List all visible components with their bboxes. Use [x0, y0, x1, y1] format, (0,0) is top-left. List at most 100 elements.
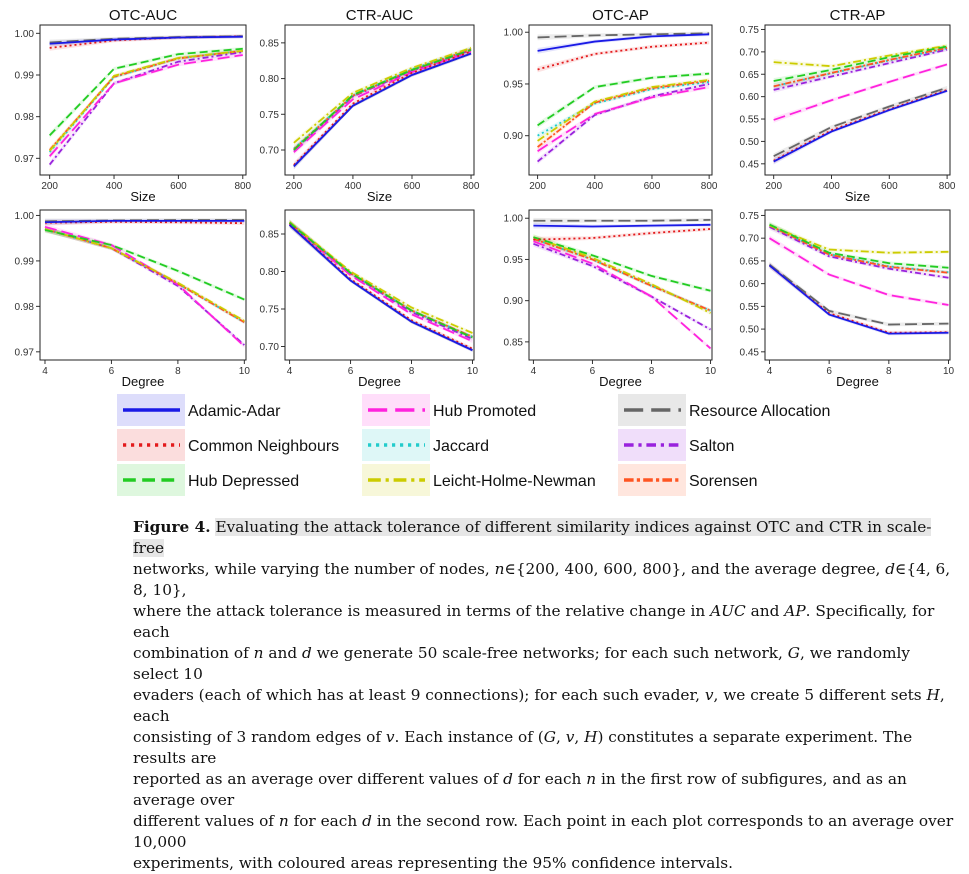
y-tick-label: 0.85	[504, 337, 524, 348]
series-line	[49, 35, 243, 45]
plot-frame	[528, 24, 713, 176]
series-line	[288, 222, 473, 343]
x-tick-label: 4	[767, 366, 773, 377]
caption-italic: H	[584, 728, 598, 746]
chart-panel: 0.45 0.50 0.55 0.60 0.65 0.70 0.75 4 6 8 10 Degree	[740, 209, 955, 389]
series-line	[44, 228, 245, 346]
x-tick-label: 8	[886, 366, 892, 377]
series-line	[769, 224, 949, 274]
series-line	[44, 228, 245, 324]
y-tick-label: 1.00	[15, 211, 35, 222]
x-tick-label: 200	[41, 181, 58, 192]
series-line	[49, 47, 243, 137]
x-tick-label: 800	[939, 181, 956, 192]
x-tick-label: 8	[649, 366, 655, 377]
caption-text: evaders (each of which has at least 9 co…	[133, 686, 705, 704]
caption-italic: d	[885, 560, 896, 578]
confidence-band	[44, 226, 245, 323]
chart-panel: OTC-AP 0.90 0.95 1.00 200 400 600 800	[504, 7, 718, 192]
caption-text: , we randomly select 10	[133, 644, 911, 683]
y-tick-label: 0.70	[260, 342, 280, 353]
y-tick-label: 0.45	[740, 159, 760, 170]
series-line	[48, 51, 243, 166]
y-tick-label: 0.99	[15, 256, 35, 267]
series-line	[773, 63, 948, 121]
series-line	[769, 223, 949, 269]
caption-italic: AUC	[710, 602, 746, 620]
series-line	[533, 237, 711, 312]
legend-label: Hub Promoted	[433, 403, 536, 420]
x-tick-label: 800	[234, 181, 251, 192]
caption-text: ∈{200, 400, 600, 800}, and the average d…	[504, 560, 886, 578]
y-tick-label: 0.80	[260, 74, 280, 85]
confidence-band	[769, 221, 949, 270]
caption-text: . Each instance of (	[394, 728, 544, 746]
y-tick-label: 0.75	[740, 211, 760, 222]
y-tick-label: 0.70	[740, 47, 760, 58]
series-line	[773, 89, 948, 162]
x-tick-label: 400	[823, 181, 840, 192]
x-tick-label: 6	[348, 366, 354, 377]
chart-panel: CTR-AUC 0.70 0.75 0.80 0.85 200 400 600 800 Size	[260, 7, 480, 204]
y-tick-label: 0.98	[15, 302, 35, 313]
chart-title: OTC-AUC	[109, 7, 177, 24]
x-tick-label: 800	[701, 181, 718, 192]
series-line	[533, 218, 711, 222]
plot-area	[48, 34, 243, 168]
chart-panel: 0.85 0.90 0.95 1.00 4 6 8 10 Degree	[504, 209, 717, 389]
x-tick-label: 8	[409, 366, 415, 377]
legend-label: Resource Allocation	[689, 403, 830, 420]
confidence-band	[533, 234, 711, 293]
plot-area	[537, 31, 710, 165]
legend-item: Hub Promoted	[362, 394, 536, 426]
legend-item: Adamic-Adar	[117, 394, 281, 426]
caption-text: . Specifically, for each	[133, 602, 935, 641]
series-line	[293, 50, 472, 153]
x-axis-label: Degree	[836, 374, 879, 389]
series-line	[44, 220, 245, 225]
caption-text: we generate 50 scale-free networks; for …	[311, 644, 788, 662]
x-tick-label: 200	[529, 181, 546, 192]
caption-text: ,	[555, 728, 566, 746]
series-line	[48, 54, 243, 157]
legend-swatch-bg	[117, 429, 185, 461]
confidence-band	[533, 235, 711, 313]
legend-item: Leicht-Holme-Newman	[362, 464, 596, 496]
y-tick-label: 0.95	[504, 79, 524, 90]
y-tick-label: 0.95	[504, 255, 524, 266]
legend-item: Sorensen	[618, 464, 758, 496]
x-tick-label: 10	[467, 366, 479, 377]
chart-panel: 0.70 0.75 0.80 0.85 4 6 8 10 Degree	[260, 209, 479, 389]
y-tick-label: 0.50	[740, 325, 760, 336]
x-axis-label: Degree	[122, 374, 165, 389]
y-tick-label: 0.75	[260, 110, 280, 121]
caption-text: networks, while varying the number of no…	[133, 560, 495, 578]
caption-text: different values of	[133, 812, 279, 830]
caption-italic: n	[494, 560, 505, 578]
x-tick-label: 8	[175, 366, 181, 377]
caption-italic: G	[787, 644, 801, 662]
series-line	[537, 41, 710, 71]
series-line	[773, 45, 948, 82]
confidence-band	[537, 40, 710, 73]
caption-text: for each	[288, 812, 363, 830]
x-tick-label: 200	[765, 181, 782, 192]
chart-title: OTC-AP	[592, 7, 649, 24]
x-axis-label: Degree	[599, 374, 642, 389]
series-line	[769, 224, 949, 254]
plot-area	[44, 218, 245, 349]
legend-label: Jaccard	[433, 438, 489, 455]
plot-frame	[764, 24, 951, 176]
caption-italic: n	[586, 770, 597, 788]
caption-italic: d	[362, 812, 372, 830]
series-line	[773, 44, 948, 68]
chart-title: CTR-AUC	[346, 7, 414, 24]
confidence-band	[49, 34, 243, 51]
caption-italic: n	[278, 812, 289, 830]
x-tick-label: 400	[106, 181, 123, 192]
y-tick-label: 0.97	[15, 154, 35, 165]
plot-frame	[764, 209, 951, 361]
x-axis-label: Size	[130, 189, 155, 204]
legend-label: Sorensen	[689, 473, 758, 490]
x-tick-label: 6	[590, 366, 596, 377]
